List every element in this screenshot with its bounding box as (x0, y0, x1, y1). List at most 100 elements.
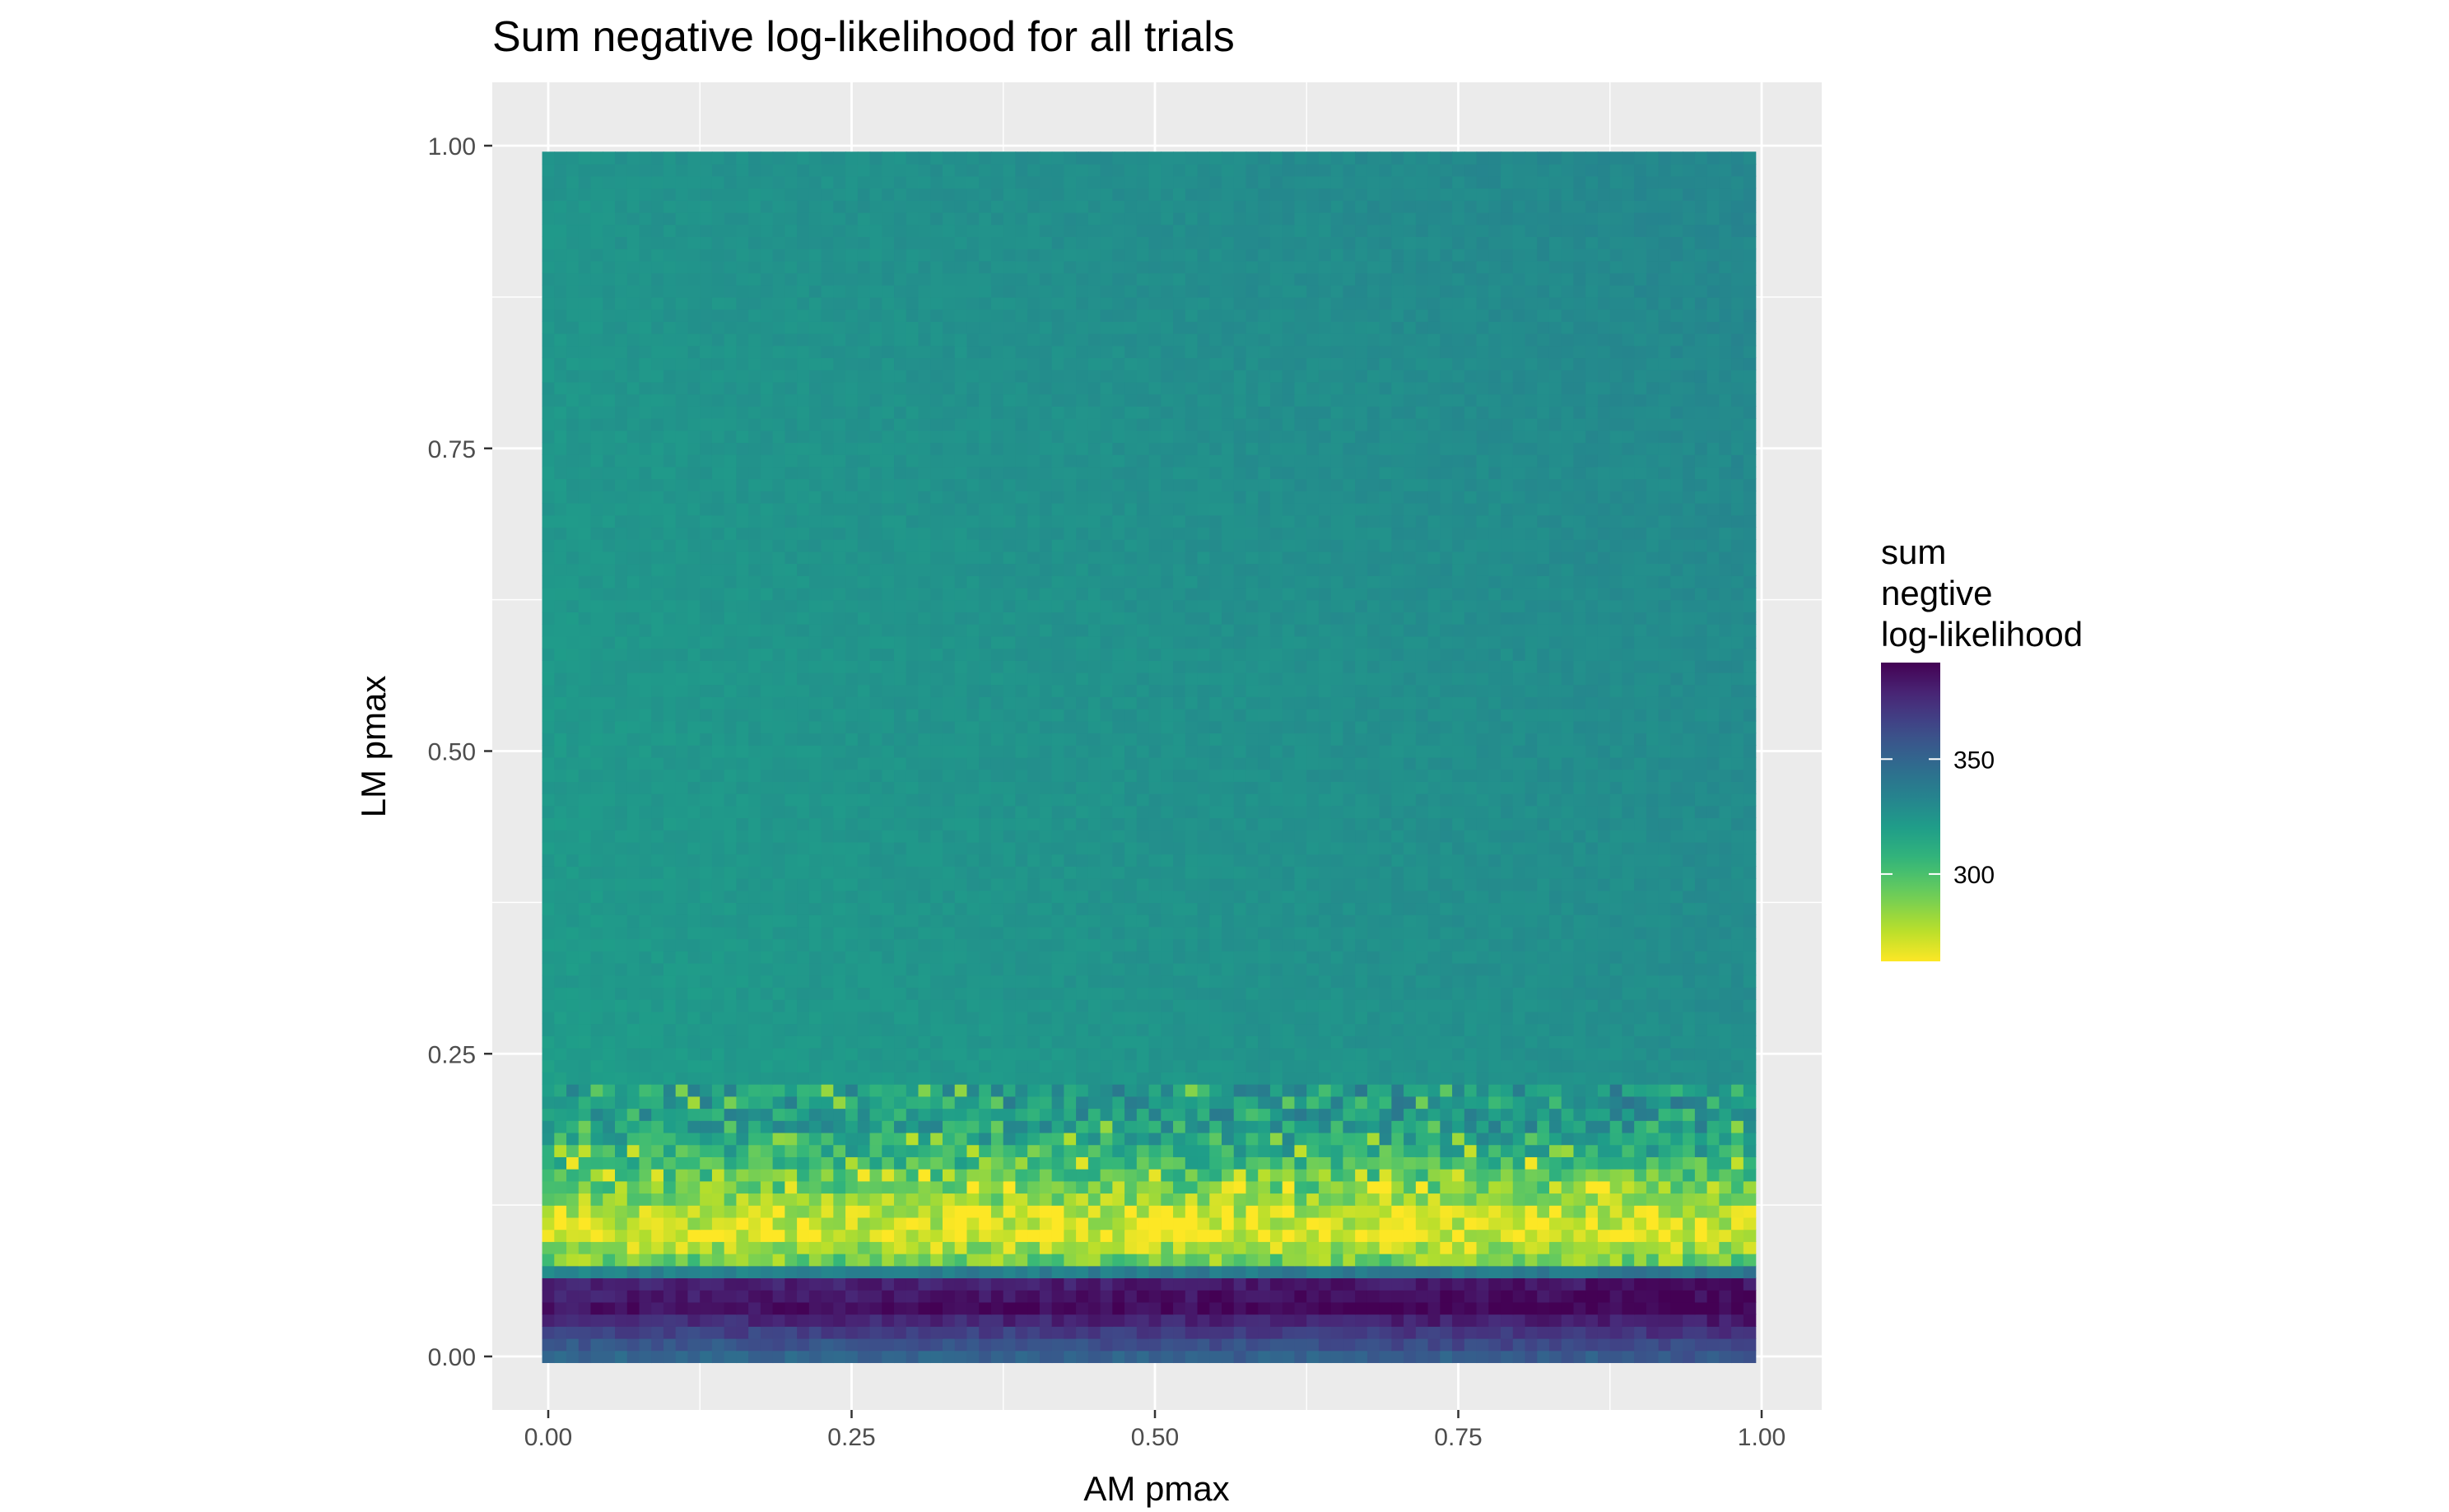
heatmap-cell (1488, 781, 1502, 794)
heatmap-cell (857, 756, 871, 770)
heatmap-cell (1622, 1217, 1635, 1231)
heatmap-cell (1245, 1350, 1259, 1364)
heatmap-cell (615, 1205, 628, 1218)
heatmap-cell (1306, 1205, 1320, 1218)
heatmap-cell (1269, 1120, 1283, 1133)
heatmap-cell (1087, 962, 1101, 976)
heatmap-cell (700, 1217, 713, 1231)
heatmap-cell (542, 841, 556, 855)
heatmap-cell (1585, 854, 1599, 867)
heatmap-cell (1719, 987, 1732, 1000)
heatmap-cell (785, 1156, 798, 1170)
heatmap-cell (1173, 793, 1186, 807)
heatmap-cell (1003, 1326, 1017, 1339)
heatmap-cell (724, 1253, 738, 1267)
heatmap-cell (760, 830, 774, 843)
heatmap-cell (979, 1144, 992, 1157)
heatmap-cell (1209, 926, 1222, 940)
heatmap-cell (1185, 1338, 1199, 1351)
heatmap-cell (1269, 1241, 1283, 1254)
heatmap-cell (1245, 1265, 1259, 1279)
heatmap-cell (1185, 938, 1199, 951)
heatmap-cell (857, 1229, 871, 1242)
heatmap-cell (1100, 1108, 1114, 1121)
heatmap-cell (894, 975, 907, 989)
heatmap-cell (1245, 890, 1259, 904)
heatmap-cell (1197, 1217, 1211, 1231)
heatmap-cell (1258, 793, 1271, 807)
heatmap-cell (918, 1035, 931, 1049)
heatmap-cell (918, 1180, 931, 1194)
heatmap-cell (1706, 1301, 1720, 1315)
heatmap-cell (1355, 938, 1368, 951)
heatmap-cell (1731, 902, 1744, 915)
heatmap-cell (1318, 1047, 1332, 1061)
heatmap-cell (1367, 890, 1380, 904)
heatmap-cell (845, 1072, 859, 1085)
heatmap-cell (1015, 1229, 1028, 1242)
heatmap-cell (578, 962, 592, 976)
heatmap-cell (1683, 902, 1696, 915)
heatmap-cell (797, 1253, 810, 1267)
heatmap-cell (711, 1108, 725, 1121)
heatmap-cell (979, 805, 992, 819)
heatmap-cell (1427, 1314, 1441, 1327)
heatmap-cell (1452, 1314, 1465, 1327)
heatmap-cell (821, 926, 835, 940)
heatmap-cell (748, 962, 761, 976)
heatmap-cell (651, 1059, 664, 1072)
heatmap-cell (966, 1253, 980, 1267)
heatmap-cell (542, 1180, 556, 1194)
heatmap-cell (1015, 1193, 1028, 1206)
heatmap-cell (1670, 830, 1683, 843)
heatmap-cell (1634, 817, 1647, 830)
heatmap-cell (578, 1180, 592, 1194)
heatmap-cell (1185, 769, 1199, 782)
heatmap-cell (554, 1108, 567, 1121)
heatmap-cell (1318, 1350, 1332, 1364)
heatmap-cell (1731, 1047, 1744, 1061)
heatmap-cell (894, 805, 907, 819)
heatmap-cell (772, 1350, 786, 1364)
heatmap-cell (578, 1314, 592, 1327)
heatmap-cell (639, 1023, 652, 1036)
heatmap-cell (1173, 1241, 1186, 1254)
heatmap-cell (1585, 1096, 1599, 1110)
heatmap-cell (808, 1132, 822, 1146)
heatmap-cell (1343, 962, 1356, 976)
heatmap-cell (1743, 1241, 1757, 1254)
heatmap-cell (821, 1023, 835, 1036)
heatmap-cell (1743, 998, 1757, 1012)
heatmap-cell (1330, 817, 1344, 830)
heatmap-cell (1197, 1059, 1211, 1072)
heatmap-cell (1415, 902, 1429, 915)
heatmap-cell (663, 1096, 677, 1110)
heatmap-cell (1706, 987, 1720, 1000)
heatmap-cell (1501, 1156, 1514, 1170)
heatmap-cell (1548, 1096, 1562, 1110)
heatmap-cell (603, 1047, 616, 1061)
heatmap-cell (1670, 1326, 1683, 1339)
heatmap-cell (1294, 1168, 1307, 1182)
heatmap-cell (1379, 1168, 1393, 1182)
heatmap-cell (1548, 902, 1562, 915)
heatmap-cell (1318, 817, 1332, 830)
heatmap-cell (1064, 962, 1077, 976)
heatmap-cell (1561, 1193, 1575, 1206)
heatmap-cell (1197, 854, 1211, 867)
heatmap-cell (942, 1217, 956, 1231)
heatmap-cell (700, 841, 713, 855)
heatmap-cell (1173, 1350, 1186, 1364)
heatmap-cell (1609, 1011, 1623, 1025)
heatmap-cell (1731, 769, 1744, 782)
heatmap-cell (1064, 926, 1077, 940)
heatmap-cell (894, 866, 907, 879)
heatmap-cell (700, 1059, 713, 1072)
heatmap-cell (1209, 1217, 1222, 1231)
heatmap-cell (954, 1083, 968, 1097)
heatmap-cell (918, 1144, 931, 1157)
heatmap-cell (1003, 756, 1017, 770)
heatmap-cell (1440, 1059, 1453, 1072)
heatmap-cell (1391, 841, 1404, 855)
heatmap-cell (542, 1326, 556, 1339)
